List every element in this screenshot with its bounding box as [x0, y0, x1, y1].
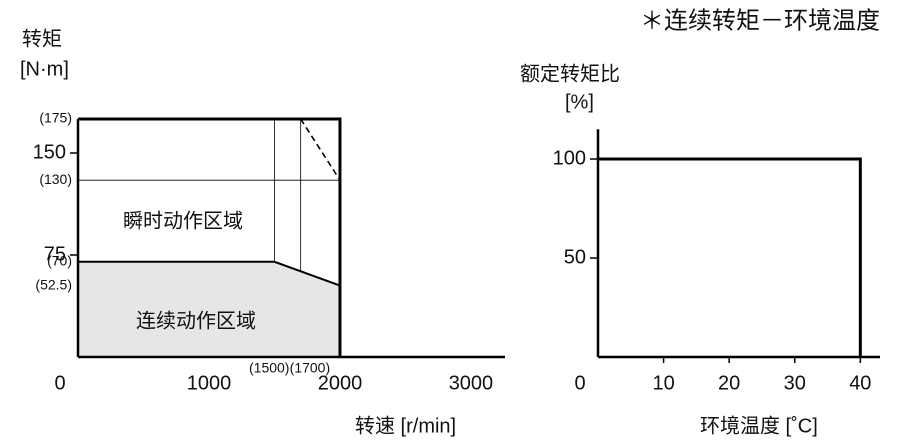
y-tick-label: 50: [564, 246, 586, 268]
continuous-region: [78, 261, 340, 357]
y-tick-label: (175): [39, 110, 72, 126]
y-axis-label: 额定转矩比: [520, 62, 620, 85]
region-label: 连续动作区域: [136, 309, 256, 332]
y-axis-unit: [%]: [565, 91, 594, 113]
x-tick-label: (1700): [290, 360, 330, 376]
region-label: 瞬时动作区域: [123, 209, 243, 232]
y-tick-label: 100: [553, 147, 586, 169]
y-tick-label: (52.5): [35, 276, 72, 292]
y-tick-label: (130): [39, 171, 72, 187]
region-boundary: [78, 260, 341, 287]
x-tick-label: 40: [849, 372, 871, 394]
y-tick-label: (70): [47, 253, 72, 269]
x-axis-label: 环境温度 [˚C]: [700, 414, 818, 437]
x-axis-label: 转速 [r/min]: [355, 414, 456, 437]
boundary-line: [598, 157, 862, 357]
x-tick-label: 0: [54, 372, 65, 394]
x-tick-label: 1000: [187, 372, 232, 394]
y-tick-label: 75: [44, 243, 66, 265]
y-axis-unit: [N·m]: [20, 58, 69, 80]
y-axis-label: 转矩: [22, 27, 62, 50]
x-tick-label: 10: [652, 372, 674, 394]
chart-title: ＊连续转矩－环境温度: [640, 7, 880, 34]
boundary-line: [78, 117, 342, 357]
limit-line: [299, 118, 341, 181]
y-tick-label: 150: [33, 141, 66, 163]
x-tick-label: 30: [784, 372, 806, 394]
x-tick-label: (1500): [249, 360, 289, 376]
x-tick-label: 3000: [449, 372, 494, 394]
x-tick-label: 0: [574, 372, 585, 394]
x-tick-label: 2000: [318, 372, 363, 394]
x-tick-label: 20: [718, 372, 740, 394]
